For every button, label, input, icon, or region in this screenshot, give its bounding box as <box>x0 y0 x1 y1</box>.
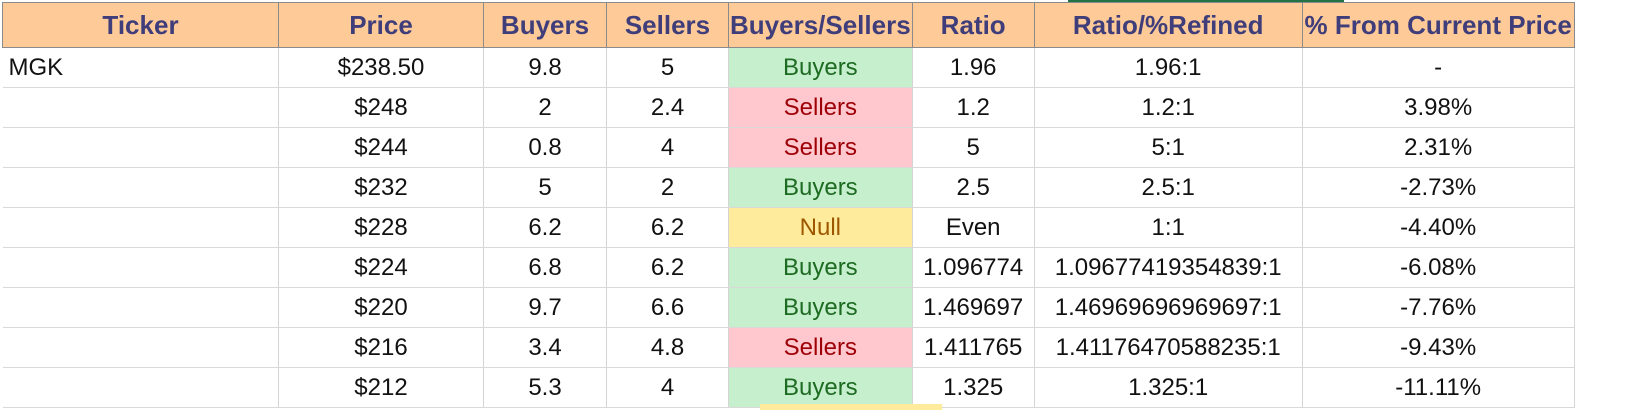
verdict-cell[interactable]: Buyers <box>728 367 913 408</box>
ticker-table: Ticker Price Buyers Sellers Buyers/Selle… <box>2 2 1575 408</box>
table-row: $224 6.8 6.2 Buyers 1.096774 1.09677419354839… <box>2 247 1575 288</box>
ticker-cell[interactable] <box>2 87 279 128</box>
buyers-cell[interactable]: 6.8 <box>483 247 607 288</box>
table-row: $232 5 2 Buyers 2.5 2.5:1 -2.73% <box>2 167 1575 208</box>
ticker-cell[interactable] <box>2 207 279 248</box>
ratio-cell[interactable]: 1.469697 <box>912 287 1035 328</box>
ratio-cell[interactable]: 1.96 <box>912 47 1035 88</box>
ratio-cell[interactable]: 1.096774 <box>912 247 1035 288</box>
sellers-cell[interactable]: 6.2 <box>606 207 729 248</box>
ratio-cell[interactable]: 1.325 <box>912 367 1035 408</box>
ticker-cell[interactable] <box>2 327 279 368</box>
header-ticker[interactable]: Ticker <box>2 2 279 48</box>
table-row: $248 2 2.4 Sellers 1.2 1.2:1 3.98% <box>2 87 1575 128</box>
ratio-refined-cell[interactable]: 1.325:1 <box>1034 367 1303 408</box>
price-cell[interactable]: $224 <box>278 247 484 288</box>
table-row: MGK $238.50 9.8 5 Buyers 1.96 1.96:1- <box>2 47 1575 88</box>
pct-from-current-cell[interactable]: 3.98% <box>1302 87 1575 128</box>
ticker-cell[interactable] <box>2 167 279 208</box>
ratio-cell[interactable]: 5 <box>912 127 1035 168</box>
buyers-cell[interactable]: 6.2 <box>483 207 607 248</box>
buyers-cell[interactable]: 5 <box>483 167 607 208</box>
next-row-null-cell-edge <box>760 404 942 410</box>
ratio-cell[interactable]: 1.411765 <box>912 327 1035 368</box>
ratio-cell[interactable]: Even <box>912 207 1035 248</box>
ratio-refined-cell[interactable]: 1.96:1 <box>1034 47 1303 88</box>
verdict-cell[interactable]: Buyers <box>728 167 913 208</box>
pct-from-current-cell[interactable]: -9.43% <box>1302 327 1575 368</box>
sellers-cell[interactable]: 6.2 <box>606 247 729 288</box>
price-cell[interactable]: $228 <box>278 207 484 248</box>
verdict-cell[interactable]: Sellers <box>728 87 913 128</box>
buyers-cell[interactable]: 0.8 <box>483 127 607 168</box>
pct-from-current-cell[interactable]: - <box>1302 47 1575 88</box>
pct-from-current-cell[interactable]: -6.08% <box>1302 247 1575 288</box>
table-row: $212 5.3 4 Buyers 1.325 1.325:1 -11.11% <box>2 367 1575 408</box>
price-cell[interactable]: $216 <box>278 327 484 368</box>
selected-cell-edge <box>1068 0 1344 2</box>
header-ratio-refined[interactable]: Ratio/%Refined <box>1033 2 1303 48</box>
buyers-cell[interactable]: 2 <box>483 87 607 128</box>
sellers-cell[interactable]: 6.6 <box>606 287 729 328</box>
buyers-cell[interactable]: 9.7 <box>483 287 607 328</box>
ticker-cell[interactable] <box>2 367 279 408</box>
ratio-refined-cell[interactable]: 1.41176470588235:1 <box>1034 327 1303 368</box>
header-buyers-sellers[interactable]: Buyers/Sellers <box>728 2 913 48</box>
sellers-cell[interactable]: 4.8 <box>606 327 729 368</box>
sellers-cell[interactable]: 4 <box>606 367 729 408</box>
verdict-cell[interactable]: Buyers <box>728 47 913 88</box>
header-ratio[interactable]: Ratio <box>911 2 1035 48</box>
header-pct-from-current[interactable]: % From Current Price <box>1301 2 1575 48</box>
ticker-cell[interactable]: MGK <box>2 47 279 88</box>
verdict-cell[interactable]: Sellers <box>728 127 913 168</box>
buyers-cell[interactable]: 3.4 <box>483 327 607 368</box>
sellers-cell[interactable]: 2 <box>606 167 729 208</box>
header-row: Ticker Price Buyers Sellers Buyers/Selle… <box>2 2 1575 48</box>
ratio-refined-cell[interactable]: 5:1 <box>1034 127 1303 168</box>
verdict-cell[interactable]: Buyers <box>728 287 913 328</box>
verdict-cell[interactable]: Sellers <box>728 327 913 368</box>
ratio-cell[interactable]: 1.2 <box>912 87 1035 128</box>
price-cell[interactable]: $220 <box>278 287 484 328</box>
price-cell[interactable]: $232 <box>278 167 484 208</box>
ratio-refined-cell[interactable]: 1.2:1 <box>1034 87 1303 128</box>
header-price[interactable]: Price <box>278 2 484 48</box>
ticker-cell[interactable] <box>2 127 279 168</box>
ticker-cell[interactable] <box>2 247 279 288</box>
pct-from-current-cell[interactable]: -2.73% <box>1302 167 1575 208</box>
ratio-refined-cell[interactable]: 1:1 <box>1034 207 1303 248</box>
table-row: $216 3.4 4.8 Sellers 1.411765 1.4117647058823… <box>2 327 1575 368</box>
pct-from-current-cell[interactable]: -7.76% <box>1302 287 1575 328</box>
ticker-cell[interactable] <box>2 287 279 328</box>
ratio-refined-cell[interactable]: 2.5:1 <box>1034 167 1303 208</box>
verdict-cell[interactable]: Null <box>728 207 913 248</box>
table-body: MGK $238.50 9.8 5 Buyers 1.96 1.96:1- $248 2 2.4 S… <box>2 47 1575 408</box>
price-cell[interactable]: $238.50 <box>278 47 484 88</box>
header-buyers[interactable]: Buyers <box>483 2 607 48</box>
verdict-cell[interactable]: Buyers <box>728 247 913 288</box>
pct-from-current-cell[interactable]: -4.40% <box>1302 207 1575 248</box>
buyers-cell[interactable]: 5.3 <box>483 367 607 408</box>
table-row: $220 9.7 6.6 Buyers 1.469697 1.46969696969697… <box>2 287 1575 328</box>
header-sellers[interactable]: Sellers <box>606 2 729 48</box>
price-cell[interactable]: $212 <box>278 367 484 408</box>
price-cell[interactable]: $244 <box>278 127 484 168</box>
pct-from-current-cell[interactable]: 2.31% <box>1302 127 1575 168</box>
ratio-cell[interactable]: 2.5 <box>912 167 1035 208</box>
buyers-cell[interactable]: 9.8 <box>483 47 607 88</box>
sellers-cell[interactable]: 2.4 <box>606 87 729 128</box>
ratio-refined-cell[interactable]: 1.09677419354839:1 <box>1034 247 1303 288</box>
table-row: $228 6.2 6.2 Null Even 1:1 -4.40% <box>2 207 1575 248</box>
sellers-cell[interactable]: 4 <box>606 127 729 168</box>
pct-from-current-cell[interactable]: -11.11% <box>1302 367 1575 408</box>
price-cell[interactable]: $248 <box>278 87 484 128</box>
ratio-refined-cell[interactable]: 1.46969696969697:1 <box>1034 287 1303 328</box>
table-row: $244 0.8 4 Sellers 5 5:1 2.31% <box>2 127 1575 168</box>
sellers-cell[interactable]: 5 <box>606 47 729 88</box>
